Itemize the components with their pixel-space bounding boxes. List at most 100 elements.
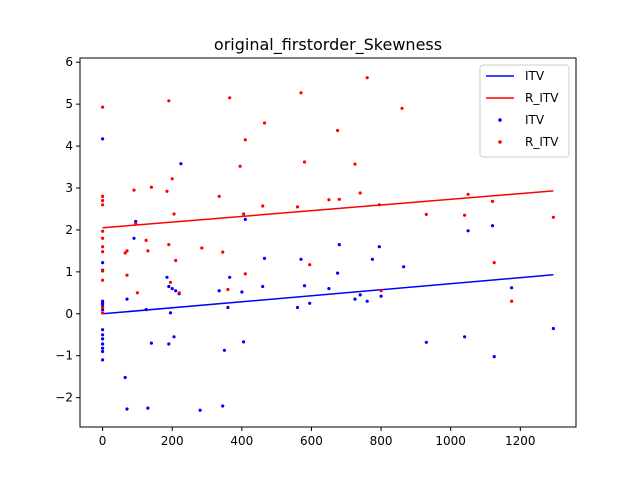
data-point: [101, 245, 105, 249]
x-tick-label: 600: [300, 434, 323, 448]
data-point: [226, 287, 230, 292]
data-point: [101, 199, 105, 203]
data-point: [101, 278, 105, 282]
data-point: [146, 249, 150, 253]
data-point: [146, 406, 150, 410]
data-point: [101, 349, 105, 354]
data-point: [165, 189, 169, 193]
series-line-r-itv: [102, 190, 554, 229]
y-tick-label: 6: [65, 55, 73, 69]
data-point: [167, 243, 171, 247]
data-point: [167, 342, 171, 346]
data-point: [168, 280, 173, 284]
data-point: [172, 335, 176, 339]
data-point: [200, 246, 204, 250]
data-point: [365, 76, 369, 80]
legend-label: R_ITV: [525, 91, 559, 105]
data-point: [226, 305, 230, 310]
data-point: [144, 238, 148, 242]
data-point: [170, 287, 174, 291]
data-point: [463, 213, 467, 217]
data-point: [337, 197, 341, 201]
data-point: [149, 341, 153, 345]
data-point: [221, 404, 225, 408]
data-point: [101, 311, 105, 315]
data-point: [337, 243, 341, 247]
data-point: [327, 198, 331, 202]
data-point: [379, 289, 383, 293]
data-point: [238, 164, 242, 168]
legend-label: ITV: [525, 69, 545, 83]
data-point: [101, 203, 105, 207]
data-point: [353, 297, 357, 301]
data-point: [174, 289, 178, 293]
x-tick-label: 1000: [435, 434, 466, 448]
x-tick-label: 400: [230, 434, 253, 448]
x-tick-label: 1200: [505, 434, 536, 448]
data-point: [132, 188, 136, 192]
data-point: [240, 290, 244, 294]
data-point: [490, 199, 495, 203]
data-point: [243, 138, 247, 142]
y-tick-label: 5: [65, 97, 73, 111]
data-point: [179, 162, 183, 166]
data-point: [370, 257, 374, 261]
data-point: [358, 191, 362, 195]
y-tick-label: 3: [65, 181, 73, 195]
data-point: [402, 265, 406, 269]
data-point: [228, 96, 232, 100]
data-point: [379, 294, 383, 298]
data-point: [101, 269, 105, 273]
data-point: [101, 229, 105, 233]
legend-marker-swatch: [498, 140, 502, 144]
data-point: [177, 291, 181, 295]
data-point: [217, 289, 221, 293]
data-point: [149, 185, 153, 189]
data-point: [221, 250, 225, 254]
data-point: [377, 203, 381, 207]
data-point: [217, 194, 221, 198]
data-point: [466, 192, 470, 196]
data-point: [167, 284, 171, 289]
series-points-itv: [101, 137, 556, 412]
data-point: [262, 121, 267, 125]
data-point: [101, 333, 105, 337]
data-point: [165, 275, 169, 279]
y-tick-label: 2: [65, 223, 73, 237]
data-point: [551, 326, 556, 331]
data-point: [492, 261, 496, 265]
axes-frame: [79, 57, 577, 428]
data-point: [101, 137, 105, 141]
data-point: [167, 99, 171, 103]
data-point: [466, 229, 470, 233]
legend-box: [479, 64, 570, 158]
data-point: [132, 236, 136, 240]
data-point: [295, 205, 300, 209]
data-point: [510, 286, 514, 290]
data-point: [168, 311, 173, 315]
legend: ITV R_ITV ITV R_ITV: [479, 64, 570, 158]
data-point: [101, 305, 105, 310]
data-point: [170, 177, 174, 181]
series-points-r-itv: [101, 76, 556, 315]
axes: 0 200 400 600 800 1000 1200 −2 −1 0 1 2 3 4 5 6: [55, 55, 577, 448]
data-point: [125, 297, 129, 301]
data-point: [551, 215, 556, 219]
data-point: [101, 261, 105, 265]
data-point: [198, 408, 202, 412]
data-point: [101, 236, 105, 240]
data-point: [377, 245, 381, 249]
data-point: [262, 256, 267, 260]
x-tick-label: 0: [99, 434, 107, 448]
y-tick-label: 1: [65, 265, 73, 279]
data-point: [242, 212, 246, 216]
y-tick-label: 4: [65, 139, 73, 153]
legend-marker-swatch: [498, 118, 502, 122]
data-point: [490, 224, 495, 228]
data-point: [172, 212, 176, 216]
data-point: [228, 275, 232, 279]
data-point: [308, 301, 312, 305]
data-point: [463, 335, 467, 339]
y-tick-label: 0: [65, 307, 73, 321]
